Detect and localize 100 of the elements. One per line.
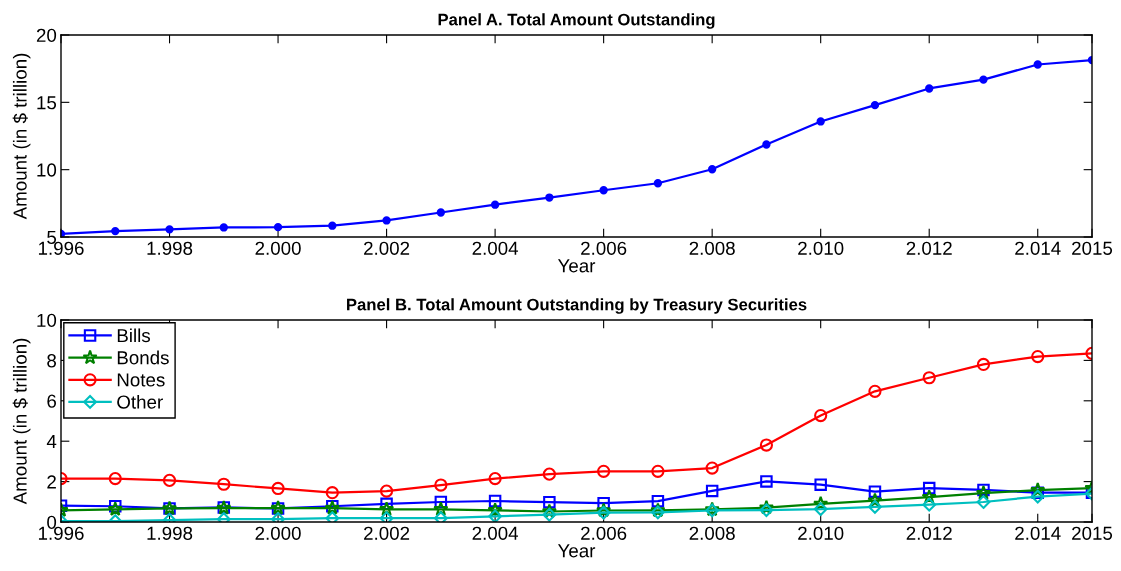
point <box>759 438 774 452</box>
point <box>434 478 448 492</box>
y-tick-label: 10 <box>37 313 57 327</box>
point <box>814 478 827 491</box>
x-tick-label: 2.002 <box>364 241 410 255</box>
point <box>868 499 882 514</box>
point <box>541 503 558 519</box>
point <box>488 471 502 486</box>
x-tick-label: 2.000 <box>255 526 301 540</box>
x-tick-label: 2.006 <box>581 241 627 255</box>
point <box>597 496 610 510</box>
x-tick-label: 2.012 <box>906 526 952 540</box>
legend-label: Other <box>117 394 163 409</box>
point <box>813 502 828 516</box>
point <box>599 186 608 195</box>
x-tick-label: 2.014 <box>1015 526 1061 540</box>
point <box>488 494 502 508</box>
point <box>165 225 174 234</box>
x-tick-label: 2015 <box>1072 526 1113 540</box>
x-tick-label: 2.010 <box>798 241 844 255</box>
y-tick-label: 15 <box>37 96 57 110</box>
point <box>759 503 774 518</box>
point <box>867 492 883 508</box>
point <box>814 408 828 423</box>
point <box>705 461 719 475</box>
x-tick-label: 2.004 <box>472 526 519 540</box>
y-tick-label: 20 <box>36 28 57 42</box>
point <box>1030 489 1045 504</box>
x-tick-label: 2.006 <box>581 526 627 540</box>
point <box>433 511 448 522</box>
y-axis-title: Amount (in $ trillion) <box>12 338 31 505</box>
x-tick-label: 1.998 <box>147 526 193 540</box>
point <box>219 223 228 232</box>
point <box>273 223 283 232</box>
point <box>707 165 717 174</box>
legend-label: Notes <box>117 373 165 387</box>
point <box>545 193 554 202</box>
point <box>921 489 937 504</box>
point <box>382 216 391 225</box>
point <box>378 501 395 516</box>
point <box>436 208 446 217</box>
point <box>271 481 285 496</box>
point <box>379 484 394 498</box>
y-axis-title: Amount (in $ trillion) <box>12 53 31 220</box>
point <box>976 495 991 509</box>
point <box>762 140 771 149</box>
point <box>542 507 557 522</box>
x-tick-label: 2.010 <box>798 526 844 540</box>
point <box>108 471 122 486</box>
x-tick-label: 1.998 <box>147 241 193 255</box>
point <box>1031 349 1045 364</box>
point <box>976 357 991 372</box>
point <box>487 502 503 517</box>
point <box>816 117 825 126</box>
x-tick-label: 2.008 <box>689 526 735 540</box>
y-tick-label: 8 <box>47 354 57 368</box>
point <box>705 484 719 498</box>
point <box>597 464 611 478</box>
point <box>922 497 937 512</box>
point <box>922 481 936 495</box>
point <box>111 226 120 236</box>
point <box>868 384 882 398</box>
point <box>328 221 337 230</box>
point <box>325 511 340 522</box>
x-tick-label: 2.004 <box>472 241 519 255</box>
point <box>490 200 500 209</box>
point <box>925 84 934 93</box>
point <box>1033 60 1042 69</box>
point <box>979 75 988 84</box>
point <box>813 495 829 511</box>
point <box>653 179 663 188</box>
point <box>217 477 231 491</box>
x-tick-label: 2.008 <box>689 241 735 255</box>
legend-label: Bills <box>117 328 151 343</box>
chart-title: Panel A. Total Amount Outstanding <box>438 13 715 29</box>
point <box>760 475 773 488</box>
point <box>922 371 936 385</box>
x-tick-label: 2.014 <box>1015 241 1061 255</box>
point <box>868 485 882 498</box>
point <box>542 467 556 481</box>
point <box>651 464 665 478</box>
x-tick-label: 2.000 <box>255 241 301 255</box>
x-axis-title: Year <box>557 544 596 558</box>
point <box>434 495 448 509</box>
point <box>379 511 394 522</box>
x-tick-label: 2.012 <box>906 241 952 255</box>
y-tick-label: 10 <box>37 163 57 177</box>
point <box>870 101 880 110</box>
x-tick-label: 2.002 <box>364 526 410 540</box>
point <box>162 473 177 487</box>
point <box>433 501 449 516</box>
point <box>651 494 665 508</box>
y-tick-label: 6 <box>47 394 57 408</box>
point <box>325 486 339 500</box>
legend-label: Bonds <box>117 350 169 365</box>
y-tick-label: 2 <box>47 475 56 489</box>
y-tick-label: 4 <box>46 435 57 448</box>
point <box>1030 482 1046 497</box>
point <box>488 509 503 522</box>
x-tick-label: 2015 <box>1072 241 1113 255</box>
